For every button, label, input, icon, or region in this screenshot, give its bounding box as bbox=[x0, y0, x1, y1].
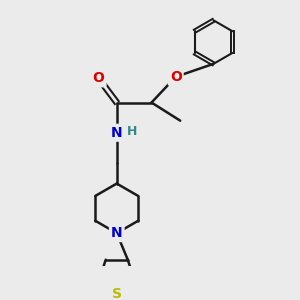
Text: H: H bbox=[127, 125, 138, 138]
Text: S: S bbox=[112, 286, 122, 300]
Text: O: O bbox=[93, 71, 104, 85]
Text: N: N bbox=[111, 126, 123, 140]
Text: O: O bbox=[170, 70, 182, 84]
Text: N: N bbox=[111, 226, 123, 240]
